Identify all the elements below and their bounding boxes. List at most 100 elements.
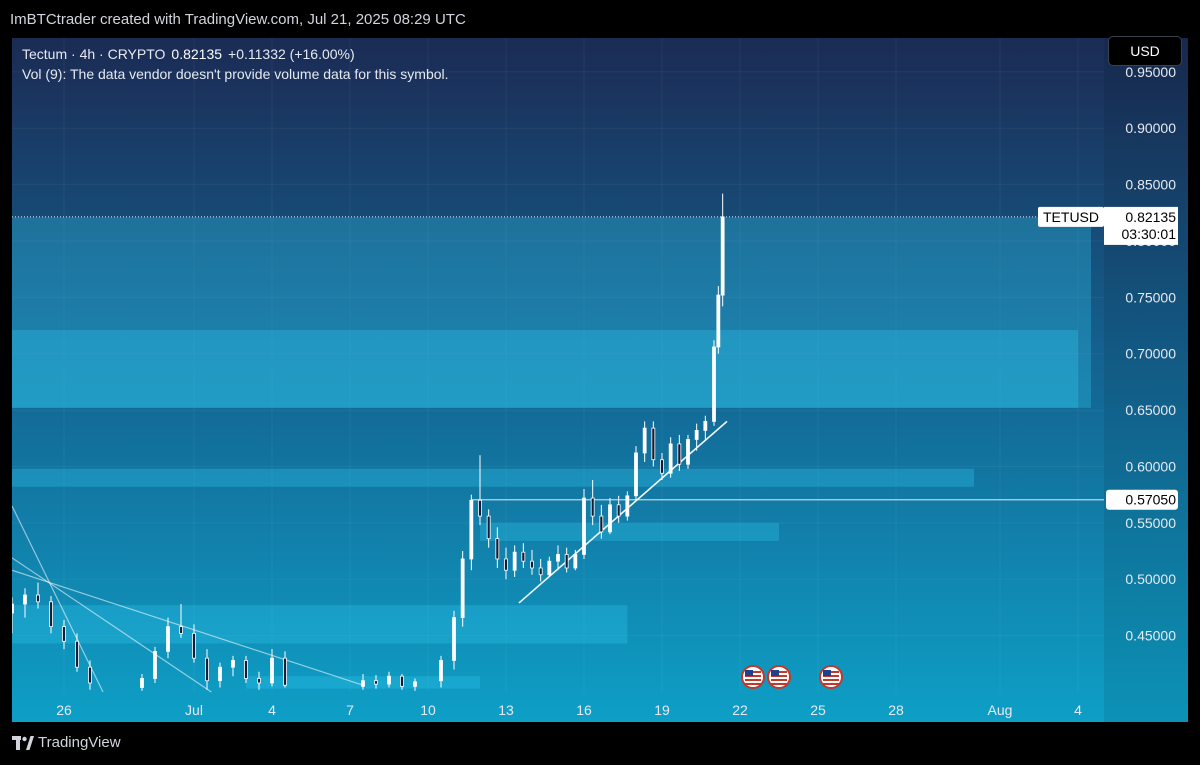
candle-body xyxy=(192,632,196,659)
descending-trendline xyxy=(12,569,364,686)
candle xyxy=(179,604,183,638)
candle-body xyxy=(12,603,14,614)
last-price-tag xyxy=(1104,206,1178,245)
candle xyxy=(608,498,612,535)
time-tick-label: 4 xyxy=(1074,702,1082,718)
ascending-trendline xyxy=(518,420,728,604)
candle xyxy=(478,455,482,526)
candle-body xyxy=(478,499,482,517)
candle xyxy=(616,495,621,523)
tradingview-logo[interactable]: TradingView xyxy=(12,734,121,751)
price-axis-background xyxy=(1104,38,1188,722)
candle xyxy=(460,551,465,627)
supply-demand-zone xyxy=(12,217,1091,408)
candle-body xyxy=(460,558,465,618)
chart-canvas[interactable]: 0.45000 0.50000 0.55000 0.60000 0.65000 0.700… xyxy=(12,38,1188,722)
ticker-tag xyxy=(1038,206,1104,227)
candle xyxy=(88,660,92,690)
price-tick-label: 0.45000 xyxy=(1125,628,1176,644)
price-tick-label: 0.60000 xyxy=(1125,458,1176,474)
candle xyxy=(270,649,274,687)
candle-body xyxy=(521,551,526,562)
candle xyxy=(205,649,209,690)
candle xyxy=(75,633,79,672)
candle xyxy=(634,446,638,501)
time-tick-label: 26 xyxy=(56,702,72,718)
level-tag-value: 0.57050 xyxy=(1125,492,1176,508)
flag-canton xyxy=(823,670,831,676)
candle xyxy=(668,437,673,478)
candle-body xyxy=(439,660,443,682)
candle xyxy=(374,675,378,689)
chart-legend: Tectum · 4h · CRYPTO 0.82135 +0.11332 (+16… xyxy=(22,44,449,84)
candle-body xyxy=(608,504,612,533)
candle xyxy=(590,480,595,526)
price-tick-label: 0.95000 xyxy=(1125,64,1176,80)
price-tick-label: 0.70000 xyxy=(1125,346,1176,362)
candle-body xyxy=(153,651,157,679)
candle xyxy=(12,597,14,634)
candle-body xyxy=(23,594,27,605)
candle xyxy=(530,549,534,575)
candle-body xyxy=(573,554,578,569)
time-tick-label: 16 xyxy=(576,702,592,718)
flag-stripe xyxy=(771,683,787,685)
candle xyxy=(257,671,261,690)
candle xyxy=(413,678,417,691)
time-tick-label: 10 xyxy=(420,702,436,718)
chart-area[interactable]: 0.45000 0.50000 0.55000 0.60000 0.65000 0.700… xyxy=(12,38,1188,722)
candles xyxy=(12,193,725,691)
attribution-text: ImBTCtrader created with TradingView.com… xyxy=(10,11,466,28)
footer: TradingView xyxy=(0,722,1200,765)
candle xyxy=(218,662,222,688)
candle-body xyxy=(88,666,92,684)
candle xyxy=(439,655,443,688)
candle-body xyxy=(720,216,725,296)
candle-body xyxy=(582,497,586,555)
candle-body xyxy=(677,443,682,465)
time-tick-label: 22 xyxy=(732,702,748,718)
candle xyxy=(486,509,491,548)
candle-body xyxy=(599,515,604,533)
chart-background xyxy=(12,38,1188,722)
price-tick-label: 0.50000 xyxy=(1125,571,1176,587)
candle-body xyxy=(486,515,491,540)
zones xyxy=(12,217,1091,689)
currency-button[interactable]: USD xyxy=(1108,36,1182,66)
candle-body xyxy=(270,657,274,684)
candle-body xyxy=(651,427,656,461)
candle-body xyxy=(495,538,500,560)
time-tick-label: 7 xyxy=(346,702,354,718)
candle-body xyxy=(694,429,699,440)
countdown-label: 03:30:01 xyxy=(1122,226,1177,242)
flag-canton xyxy=(771,670,779,676)
candle-body xyxy=(504,558,508,571)
time-tick-label: 4 xyxy=(268,702,276,718)
candle-body xyxy=(686,439,690,465)
candle-body xyxy=(452,617,456,661)
candle xyxy=(452,610,456,670)
time-tick-label: 13 xyxy=(498,702,514,718)
supply-demand-zone xyxy=(12,468,974,487)
symbol-label: Tectum · 4h · CRYPTO xyxy=(22,46,166,62)
candle-body xyxy=(361,680,365,687)
candle xyxy=(192,624,196,663)
candle-body xyxy=(712,346,716,422)
candle xyxy=(582,489,586,559)
flag-stripe xyxy=(771,679,787,681)
candle xyxy=(521,543,526,568)
price-tick-label: 0.55000 xyxy=(1125,515,1176,531)
candle xyxy=(720,193,725,307)
candle xyxy=(400,673,404,690)
candle-body xyxy=(547,560,552,576)
candle xyxy=(512,545,517,577)
candle-body xyxy=(556,554,560,562)
flag-canton xyxy=(745,670,753,676)
candle-body xyxy=(716,294,721,348)
price-tick-label: 0.75000 xyxy=(1125,289,1176,305)
supply-demand-zone xyxy=(480,522,779,541)
level-tag xyxy=(1106,489,1178,510)
candle-body xyxy=(179,626,183,634)
candle xyxy=(361,673,365,690)
candle-body xyxy=(469,499,474,560)
